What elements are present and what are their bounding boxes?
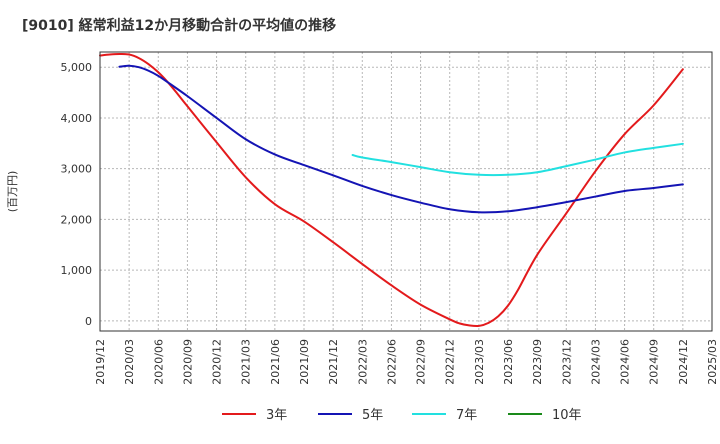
x-tick-label: 2021/09 (298, 339, 311, 385)
y-tick-label: 0 (85, 315, 92, 328)
series-line-1 (118, 64, 684, 214)
x-tick-label: 2023/06 (502, 339, 515, 385)
x-tick-label: 2024/03 (589, 339, 602, 385)
x-tick-label: 2020/06 (152, 339, 165, 385)
y-tick-labels: 0 1,000 2,000 3,000 4,000 5,000 (61, 61, 93, 328)
y-tick-label: 5,000 (61, 61, 93, 74)
legend-label-3: 10年 (552, 408, 582, 423)
x-tick-label: 2020/03 (123, 339, 136, 385)
x-tick-labels: 2019/12 2020/03 2020/06 2020/09 2020/12 2021/… (94, 339, 719, 385)
x-tick-label: 2024/06 (619, 339, 632, 385)
x-tick-label: 2020/09 (181, 339, 194, 385)
x-tick-label: 2021/12 (327, 339, 340, 385)
x-tick-label: 2023/12 (560, 339, 573, 385)
x-tick-label: 2019/12 (94, 339, 107, 385)
plot-frame (99, 51, 713, 332)
legend-label-0: 3年 (266, 408, 287, 423)
y-tick-label: 4,000 (61, 112, 93, 125)
y-axis-label: (百万円) (6, 171, 19, 213)
y-tick-label: 3,000 (61, 163, 93, 176)
x-tick-label: 2024/12 (677, 339, 690, 385)
series-line-2 (351, 142, 684, 177)
chart-title: [9010] 経常利益12か月移動合計の平均値の推移 (22, 17, 336, 34)
x-tick-label: 2022/03 (356, 339, 369, 385)
x-tick-label: 2022/06 (385, 339, 398, 385)
x-tick-label: 2023/09 (531, 339, 544, 385)
x-tick-label: 2025/03 (706, 339, 719, 385)
x-tick-label: 2021/06 (269, 339, 282, 385)
x-tick-label: 2024/09 (648, 339, 661, 385)
y-tick-label: 2,000 (61, 213, 93, 226)
x-tick-label: 2023/03 (473, 339, 486, 385)
x-tick-label: 2022/12 (444, 339, 457, 385)
series-line-0 (99, 53, 684, 328)
legend-label-1: 5年 (362, 408, 383, 423)
y-tick-label: 1,000 (61, 264, 93, 277)
legend: 3年 5年 7年 10年 (222, 408, 582, 423)
series-layer (99, 53, 684, 328)
x-tick-label: 2020/12 (211, 339, 224, 385)
legend-label-2: 7年 (456, 408, 477, 423)
x-tick-label: 2021/03 (240, 339, 253, 385)
x-tick-label: 2022/09 (415, 339, 428, 385)
